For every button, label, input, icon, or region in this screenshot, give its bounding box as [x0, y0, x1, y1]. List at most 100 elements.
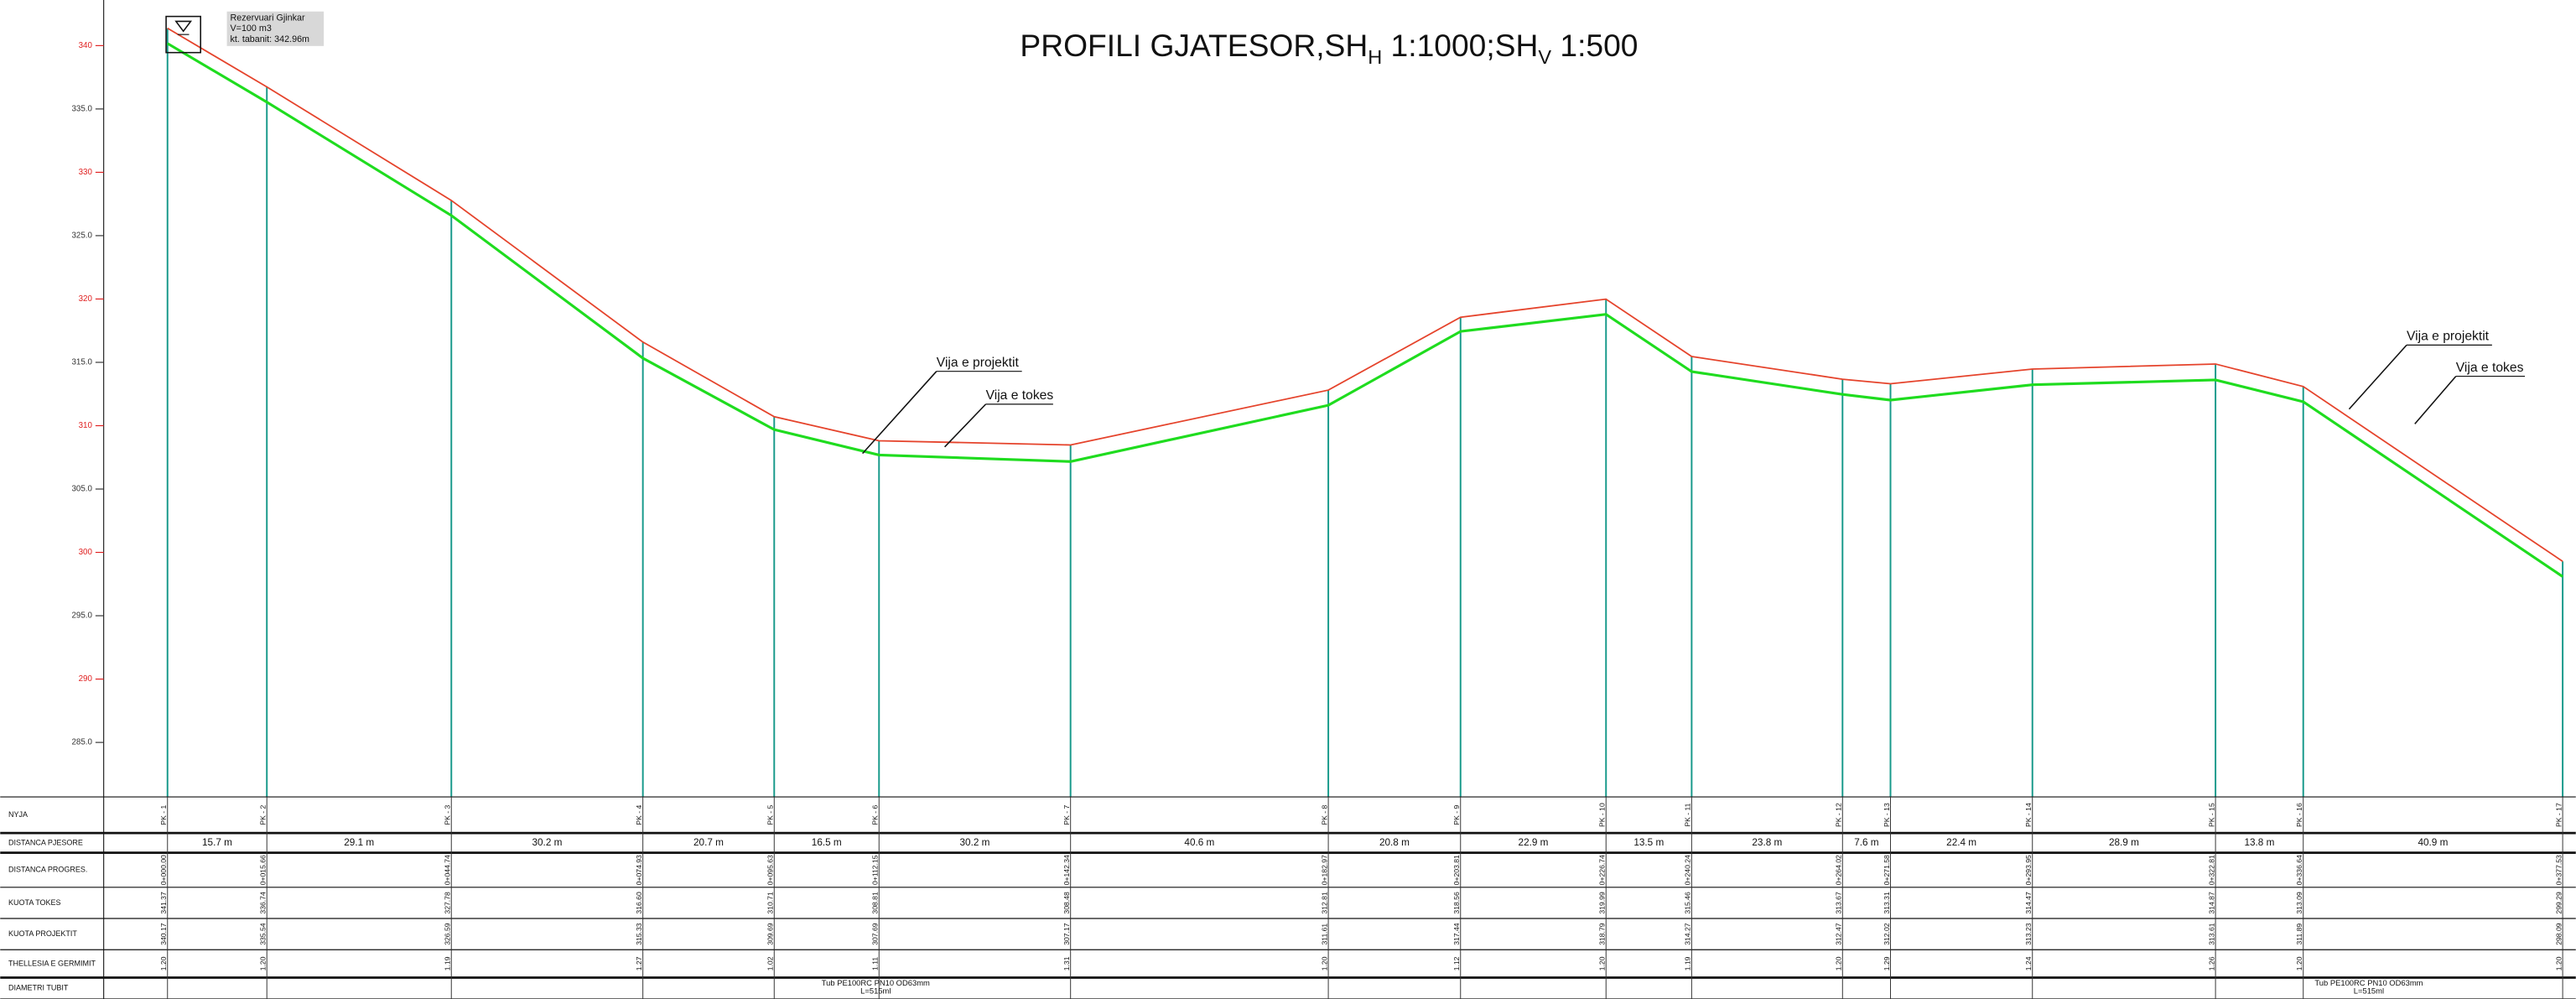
partial-distance: 20.8 m [1379, 837, 1410, 848]
station-name: PK - 17 [2554, 803, 2563, 827]
station-name: PK - 1 [159, 804, 168, 825]
depth: 1.20 [2554, 956, 2563, 970]
y-tick-label: 315.0 [71, 358, 92, 367]
y-tick-label: 285.0 [71, 738, 92, 747]
pipe-label: L=515ml [860, 986, 891, 996]
title-part: 1:1000;SH [1382, 28, 1538, 63]
chart-title: PROFILI GJATESOR,SHH 1:1000;SHV 1:500 [1020, 28, 1638, 68]
profile-line [167, 27, 2563, 563]
annotation: Vija e tokes [986, 388, 1054, 403]
station-name: PK - 11 [1684, 803, 1692, 826]
depth: 1.19 [1684, 956, 1692, 970]
title-part: PROFILI GJATESOR,SH [1020, 28, 1368, 63]
station-name: PK - 10 [1598, 803, 1607, 827]
progressive-distance: 0+203.81 [1452, 855, 1461, 885]
depth: 1.20 [1320, 956, 1328, 970]
station-name: PK - 3 [444, 804, 452, 825]
ground-level: 316.60 [635, 892, 643, 914]
partial-distance: 30.2 m [532, 837, 562, 848]
depth: 1.20 [159, 956, 168, 970]
progressive-distance: 0+095.63 [766, 855, 775, 885]
reservoir-label-bg [226, 11, 325, 46]
partial-distance: 13.8 m [2244, 837, 2274, 848]
depth: 1.24 [2024, 956, 2033, 970]
project-level: 307.17 [1062, 923, 1071, 945]
station-name: PK - 9 [1452, 804, 1461, 825]
y-tick-label: 330 [79, 168, 93, 177]
project-level: 307.69 [871, 923, 880, 945]
row-label: DISTANCA PJESORE [8, 838, 83, 846]
partial-distance: 40.9 m [2418, 837, 2448, 848]
project-level: 311.61 [1320, 924, 1328, 945]
project-level: 314.27 [1684, 923, 1692, 945]
title-subscript: H [1368, 46, 1382, 68]
progressive-distance: 0+336.64 [2295, 855, 2303, 885]
title-subscript: V [1538, 46, 1551, 68]
station-name: PK - 4 [635, 804, 643, 825]
progressive-distance: 0+112.15 [871, 855, 880, 885]
row-label: THELLESIA E GERMIMIT [8, 959, 96, 967]
y-tick-label: 295.0 [71, 611, 92, 621]
station-name: PK - 6 [871, 804, 880, 825]
project-level: 313.61 [2207, 923, 2215, 945]
y-tick-label: 325.0 [71, 232, 92, 241]
progressive-distance: 0+377.53 [2554, 855, 2563, 885]
y-tick-label: 320 [79, 294, 93, 304]
annotation-leader [862, 371, 937, 455]
progressive-distance: 0+015.66 [259, 855, 267, 885]
partial-distance: 40.6 m [1184, 837, 1214, 848]
reservoir-label: kt. tabanit: 342.96m [230, 34, 309, 44]
ground-level: 327.78 [444, 892, 452, 914]
station-name: PK - 5 [766, 804, 775, 825]
progressive-distance: 0+240.24 [1684, 855, 1692, 885]
project-level: 317.44 [1452, 923, 1461, 945]
project-level: 326.59 [444, 923, 452, 945]
partial-distance: 15.7 m [202, 837, 232, 848]
ground-level: 312.81 [1320, 892, 1328, 914]
y-tick-label: 310 [79, 421, 93, 430]
row-label: DIAMETRI TUBIT [8, 984, 69, 992]
partial-distance: 22.9 m [1519, 837, 1549, 848]
depth: 1.26 [2207, 956, 2215, 970]
depth: 1.20 [1835, 956, 1843, 970]
project-level: 318.79 [1598, 923, 1607, 945]
progressive-distance: 0+142.34 [1062, 855, 1071, 885]
pipe-label: L=515ml [2354, 986, 2384, 996]
ground-level: 313.09 [2295, 892, 2303, 914]
row-label: KUOTA PROJEKTIT [8, 929, 77, 938]
station-name: PK - 16 [2295, 803, 2303, 827]
reservoir-box [165, 15, 202, 54]
project-level: 312.47 [1835, 923, 1843, 945]
station-name: PK - 12 [1835, 803, 1843, 827]
ground-level: 318.56 [1452, 892, 1461, 914]
depth: 1.27 [635, 956, 643, 970]
y-tick-label: 290 [79, 674, 93, 684]
station-name: PK - 13 [1883, 803, 1891, 827]
project-level: 313.23 [2024, 923, 2033, 945]
project-level: 340.17 [159, 923, 168, 945]
depth: 1.12 [1452, 956, 1461, 970]
ground-level: 314.87 [2207, 892, 2215, 914]
progressive-distance: 0+322.81 [2207, 855, 2215, 885]
project-level: 312.02 [1883, 923, 1891, 945]
partial-distance: 29.1 m [344, 837, 374, 848]
pipe-label: Tub PE100RC PN10 OD63mm [822, 978, 930, 987]
project-level: 311.89 [2295, 924, 2303, 945]
progressive-distance: 0+293.95 [2024, 855, 2033, 885]
progressive-distance: 0+264.02 [1835, 855, 1843, 885]
partial-distance: 22.4 m [1946, 837, 1976, 848]
row-label: KUOTA TOKES [8, 898, 61, 907]
annotation: Vija e projektit [2407, 330, 2490, 344]
progressive-distance: 0+000.00 [159, 855, 168, 885]
annotation-leader [2348, 344, 2407, 410]
y-tick-label: 305.0 [71, 485, 92, 494]
progressive-distance: 0+271.58 [1883, 855, 1891, 885]
partial-distance: 7.6 m [1854, 837, 1879, 848]
profile-line [166, 42, 2563, 578]
project-level: 315.33 [635, 923, 643, 945]
annotation: Vija e projektit [937, 356, 1020, 370]
partial-distance: 23.8 m [1752, 837, 1782, 848]
station-name: PK - 2 [259, 804, 267, 825]
reservoir-label: Rezervuari Gjinkar [230, 13, 305, 23]
